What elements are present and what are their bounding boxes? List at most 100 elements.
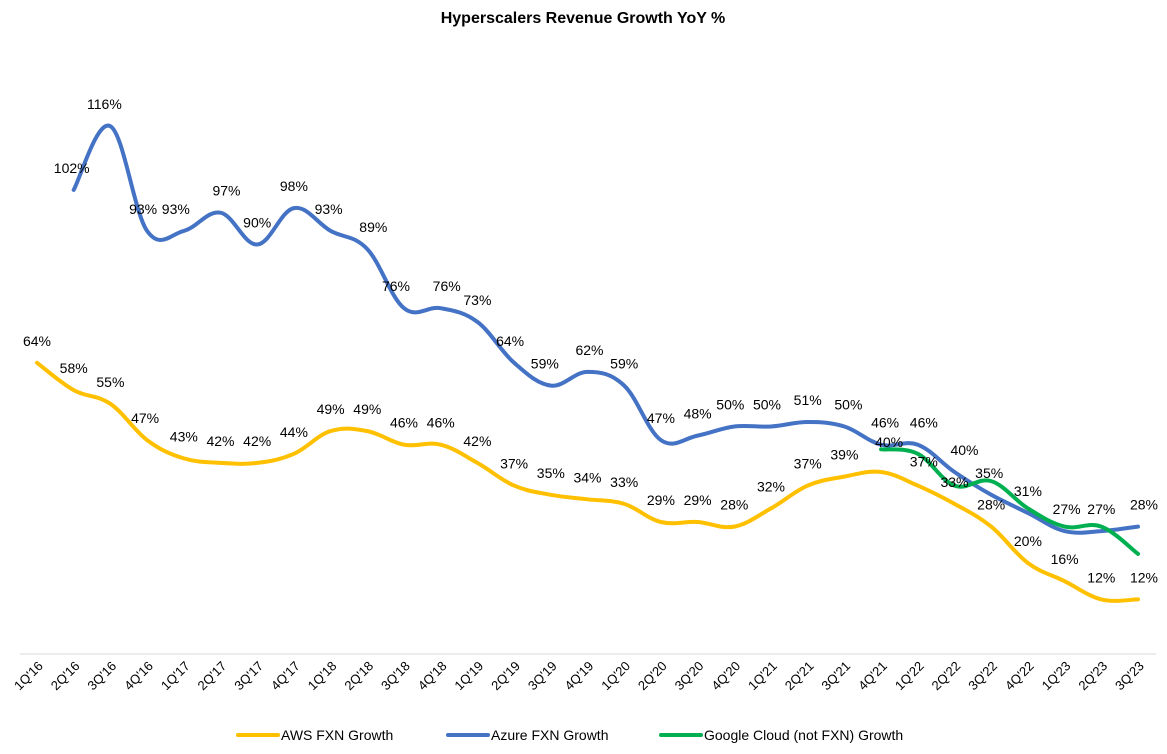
data-label: 50% bbox=[834, 397, 862, 413]
data-label: 76% bbox=[382, 278, 410, 294]
data-label: 116% bbox=[87, 96, 122, 112]
legend: AWS FXN Growth Azure FXN Growth Google Clo… bbox=[236, 727, 903, 743]
legend-label: Azure FXN Growth bbox=[491, 727, 608, 743]
data-label: 51% bbox=[794, 392, 822, 408]
data-label: 55% bbox=[96, 374, 124, 390]
data-label: 28% bbox=[1130, 497, 1158, 513]
data-label: 35% bbox=[537, 465, 565, 481]
data-label: 46% bbox=[390, 415, 418, 431]
data-label: 90% bbox=[243, 215, 271, 231]
data-label: 46% bbox=[427, 415, 455, 431]
data-label: 33% bbox=[610, 474, 638, 490]
data-label: 43% bbox=[170, 428, 198, 444]
data-label: 37% bbox=[910, 454, 938, 470]
data-label: 89% bbox=[359, 219, 387, 235]
data-label: 76% bbox=[433, 278, 461, 294]
x-tick-label: 4Q'20 bbox=[708, 658, 743, 693]
data-label: 27% bbox=[1087, 501, 1115, 517]
x-tick-label: 1Q'17 bbox=[158, 658, 193, 693]
x-tick-label: 4Q'16 bbox=[121, 658, 156, 693]
x-tick-label: 2Q'16 bbox=[48, 658, 83, 693]
data-label: 33% bbox=[940, 474, 968, 490]
data-label: 27% bbox=[1053, 501, 1081, 517]
x-tick-label: 1Q'19 bbox=[451, 658, 486, 693]
data-label: 47% bbox=[131, 410, 159, 426]
x-tick-label: 3Q'17 bbox=[231, 658, 266, 693]
data-label: 34% bbox=[573, 469, 601, 485]
data-label: 40% bbox=[950, 442, 978, 458]
x-tick-label: 3Q'19 bbox=[525, 658, 560, 693]
x-tick-label: 2Q'17 bbox=[195, 658, 230, 693]
data-label: 102% bbox=[54, 160, 90, 176]
legend-label: AWS FXN Growth bbox=[281, 727, 393, 743]
x-tick-label: 4Q'18 bbox=[415, 658, 450, 693]
data-label: 47% bbox=[647, 410, 675, 426]
data-label: 73% bbox=[463, 292, 491, 308]
data-label: 42% bbox=[463, 433, 491, 449]
chart-title: Hyperscalers Revenue Growth YoY % bbox=[441, 10, 726, 27]
series-layer bbox=[35, 123, 1140, 603]
data-label: 40% bbox=[875, 434, 903, 450]
x-tick-label: 1Q'20 bbox=[598, 658, 633, 693]
x-tick-label: 2Q'23 bbox=[1075, 658, 1110, 693]
data-label: 98% bbox=[280, 178, 308, 194]
data-label: 46% bbox=[910, 415, 938, 431]
series-line-google-cloud bbox=[879, 447, 1140, 556]
data-label: 37% bbox=[794, 456, 822, 472]
data-label: 37% bbox=[500, 456, 528, 472]
data-label: 49% bbox=[353, 401, 381, 417]
x-tick-label: 2Q'21 bbox=[782, 658, 817, 693]
x-tick-label: 1Q'21 bbox=[745, 658, 780, 693]
x-tick-label: 4Q'22 bbox=[1002, 658, 1037, 693]
data-label: 59% bbox=[610, 356, 638, 372]
data-label: 42% bbox=[243, 433, 271, 449]
x-tick-label: 4Q'19 bbox=[562, 658, 597, 693]
x-tick-label: 2Q'19 bbox=[488, 658, 523, 693]
data-label: 39% bbox=[830, 447, 858, 463]
data-label: 28% bbox=[720, 497, 748, 513]
data-label: 93% bbox=[315, 201, 343, 217]
data-label: 50% bbox=[753, 397, 781, 413]
data-label: 64% bbox=[23, 333, 51, 349]
x-tick-label: 3Q'16 bbox=[84, 658, 119, 693]
x-tick-label: 4Q'17 bbox=[268, 658, 303, 693]
data-label: 62% bbox=[575, 342, 603, 358]
x-tick-label: 2Q'22 bbox=[929, 658, 964, 693]
data-label-layer: 64% 58% 55% 47% 43% 42% 42% 44% 49% 49% 46% 46% 42% 3… bbox=[23, 96, 1158, 585]
x-tick-label: 3Q'20 bbox=[672, 658, 707, 693]
data-label: 46% bbox=[871, 415, 899, 431]
series-line-aws bbox=[35, 360, 1140, 603]
data-label: 12% bbox=[1130, 569, 1158, 585]
data-label: 29% bbox=[684, 492, 712, 508]
x-tick-layer: 1Q'16 2Q'16 3Q'16 4Q'16 1Q'17 2Q'17 3Q'17 4Q'17… bbox=[11, 658, 1147, 693]
x-tick-label: 2Q'18 bbox=[341, 658, 376, 693]
x-tick-label: 3Q'23 bbox=[1112, 658, 1147, 693]
x-tick-label: 3Q'18 bbox=[378, 658, 413, 693]
x-tick-label: 1Q'18 bbox=[305, 658, 340, 693]
data-label: 93% bbox=[129, 201, 157, 217]
data-label: 16% bbox=[1051, 551, 1079, 567]
data-label: 29% bbox=[647, 492, 675, 508]
x-tick-label: 3Q'21 bbox=[818, 658, 853, 693]
legend-label: Google Cloud (not FXN) Growth bbox=[704, 727, 903, 743]
data-label: 64% bbox=[496, 333, 524, 349]
data-label: 93% bbox=[162, 201, 190, 217]
x-tick-label: 1Q'23 bbox=[1039, 658, 1074, 693]
legend-item: AWS FXN Growth bbox=[236, 727, 393, 743]
data-label: 49% bbox=[317, 401, 345, 417]
x-tick-label: 1Q'22 bbox=[892, 658, 927, 693]
data-label: 44% bbox=[280, 424, 308, 440]
legend-item: Google Cloud (not FXN) Growth bbox=[659, 727, 903, 743]
legend-item: Azure FXN Growth bbox=[446, 727, 608, 743]
x-tick-label: 4Q'21 bbox=[855, 658, 890, 693]
data-label: 20% bbox=[1014, 533, 1042, 549]
data-label: 59% bbox=[531, 356, 559, 372]
x-tick-label: 2Q'20 bbox=[635, 658, 670, 693]
data-label: 48% bbox=[684, 406, 712, 422]
data-label: 35% bbox=[975, 465, 1003, 481]
data-label: 97% bbox=[212, 183, 240, 199]
data-label: 28% bbox=[977, 497, 1005, 513]
x-tick-label: 3Q'22 bbox=[965, 658, 1000, 693]
data-label: 32% bbox=[757, 478, 785, 494]
